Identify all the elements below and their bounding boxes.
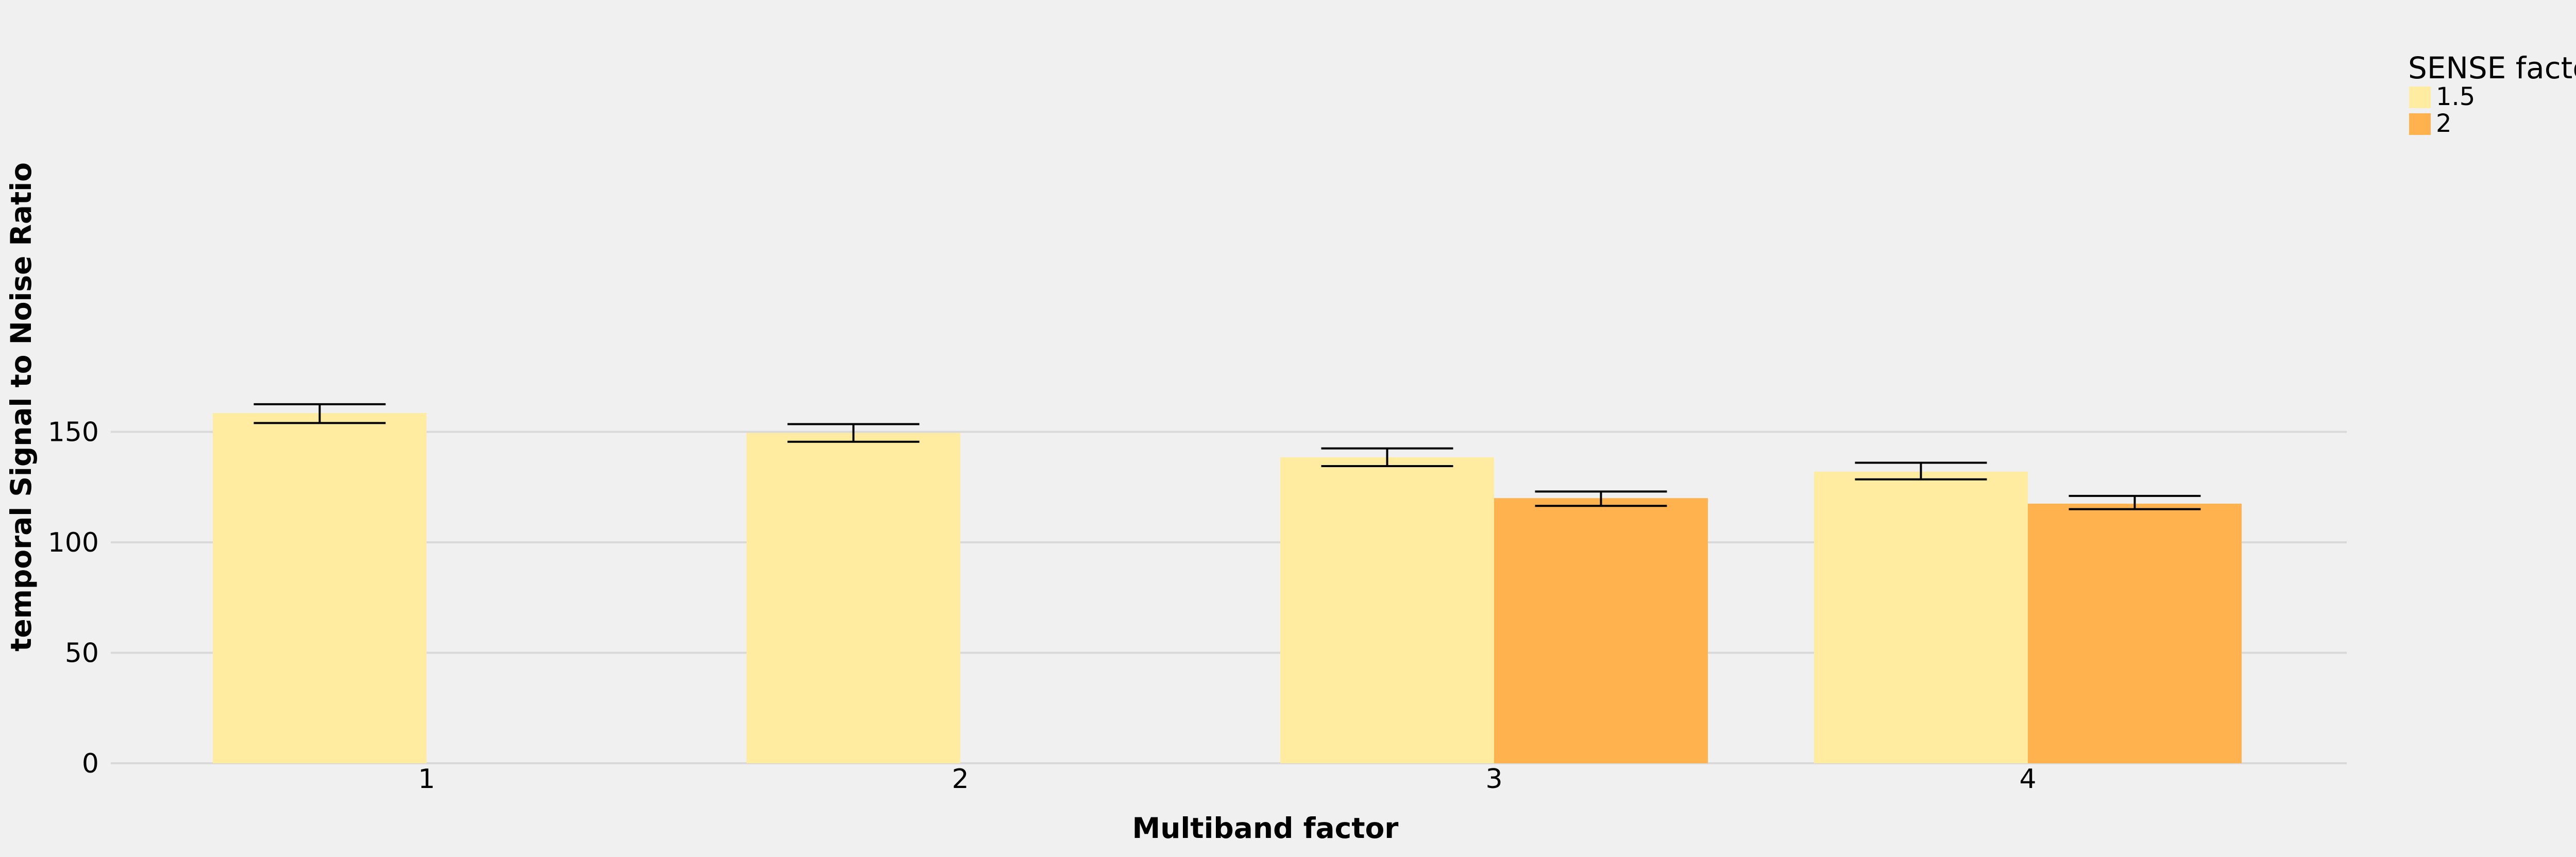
x-tick-label-3: 4: [2019, 764, 2036, 795]
legend-label-2: 2: [2436, 109, 2452, 138]
x-tick-label-2: 3: [1485, 764, 1502, 795]
y-axis-ticks: 0 50 100 150: [48, 417, 99, 780]
error-bar-1.5-4: [1855, 461, 1987, 481]
error-bar-1.5-2: [787, 423, 920, 443]
bar-1.5-1: [213, 413, 427, 763]
bar-2-4: [2028, 503, 2242, 763]
legend-label-1.5: 1.5: [2436, 82, 2475, 111]
x-tick-label-0: 1: [418, 764, 435, 795]
y-tick-label-3: 150: [48, 417, 99, 448]
legend: SENSE factor 1.52: [2408, 50, 2576, 138]
bars: [213, 413, 2242, 763]
y-axis-title: temporal Signal to Noise Ratio: [5, 162, 38, 652]
error-bar-1.5-1: [253, 403, 386, 424]
y-tick-label-1: 50: [65, 638, 99, 669]
legend-items: 1.52: [2409, 82, 2475, 138]
x-axis-title: Multiband factor: [1132, 812, 1399, 845]
error-bar-1.5-3: [1321, 447, 1453, 467]
x-tick-label-1: 2: [952, 764, 969, 795]
y-tick-label-2: 100: [48, 527, 99, 558]
bar-1.5-2: [747, 433, 960, 763]
bar-1.5-3: [1280, 457, 1494, 763]
x-axis-ticks: 1 2 3 4: [418, 764, 2036, 795]
legend-swatch-2: [2409, 113, 2431, 135]
legend-title: SENSE factor: [2408, 50, 2576, 85]
legend-swatch-1.5: [2409, 87, 2431, 108]
error-bars: [253, 403, 2201, 510]
bar-2-3: [1494, 498, 1708, 763]
error-bar-2-4: [2069, 494, 2201, 510]
error-bar-2-3: [1535, 490, 1667, 507]
bar-1.5-4: [1814, 471, 2028, 763]
y-tick-label-0: 0: [82, 748, 99, 779]
